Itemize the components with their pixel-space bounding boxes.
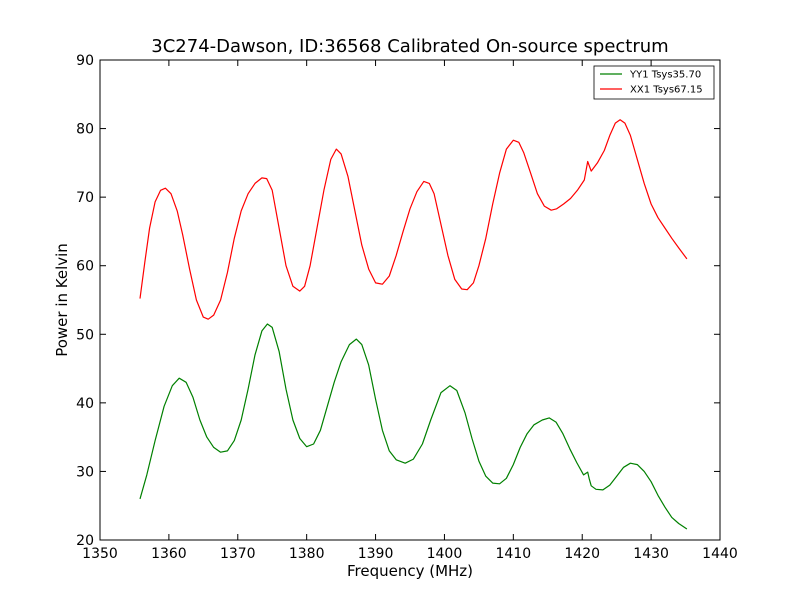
x-tick-label: 1370 bbox=[220, 546, 256, 562]
x-tick-label: 1380 bbox=[289, 546, 325, 562]
x-tick-label: 1390 bbox=[358, 546, 394, 562]
x-tick-label: 1430 bbox=[633, 546, 669, 562]
y-tick-label: 70 bbox=[76, 190, 94, 206]
series-line-0 bbox=[139, 323, 688, 530]
legend-box bbox=[593, 65, 715, 100]
x-tick-label: 1410 bbox=[496, 546, 532, 562]
x-tick-label: 1360 bbox=[151, 546, 187, 562]
y-tick-label: 60 bbox=[76, 259, 94, 275]
series-layer bbox=[139, 119, 688, 530]
legend-label-xx1: XX1 Tsys67.15 bbox=[630, 85, 703, 96]
y-tick-label: 20 bbox=[76, 533, 94, 549]
legend-label-yy1: YY1 Tsys35.70 bbox=[629, 70, 701, 81]
y-tick-label: 50 bbox=[76, 327, 94, 343]
x-tick-label: 1400 bbox=[427, 546, 463, 562]
y-tick-label: 80 bbox=[76, 122, 94, 138]
plot-frame bbox=[99, 59, 721, 541]
y-axis-label: Power in Kelvin bbox=[53, 243, 71, 357]
chart-title: 3C274-Dawson, ID:36568 Calibrated On-sou… bbox=[151, 36, 668, 57]
x-tick-label: 1440 bbox=[702, 546, 738, 562]
series-line-1 bbox=[139, 119, 688, 320]
x-axis-label: Frequency (MHz) bbox=[347, 562, 473, 580]
y-tick-label: 30 bbox=[76, 464, 94, 480]
x-tick-label: 1420 bbox=[564, 546, 600, 562]
x-tick-label: 1350 bbox=[82, 546, 118, 562]
legend: YY1 Tsys35.70 XX1 Tsys67.15 bbox=[593, 65, 715, 100]
y-axis-ticks: 20 30 40 50 60 70 80 90 bbox=[76, 53, 720, 549]
y-tick-label: 40 bbox=[76, 396, 94, 412]
plot-area: 1350 1360 1370 1380 1390 1400 1410 1420 1430 1440… bbox=[76, 53, 738, 562]
y-tick-label: 90 bbox=[76, 53, 94, 69]
x-axis-ticks: 1350 1360 1370 1380 1390 1400 1410 1420 1430 1440 bbox=[82, 60, 738, 562]
